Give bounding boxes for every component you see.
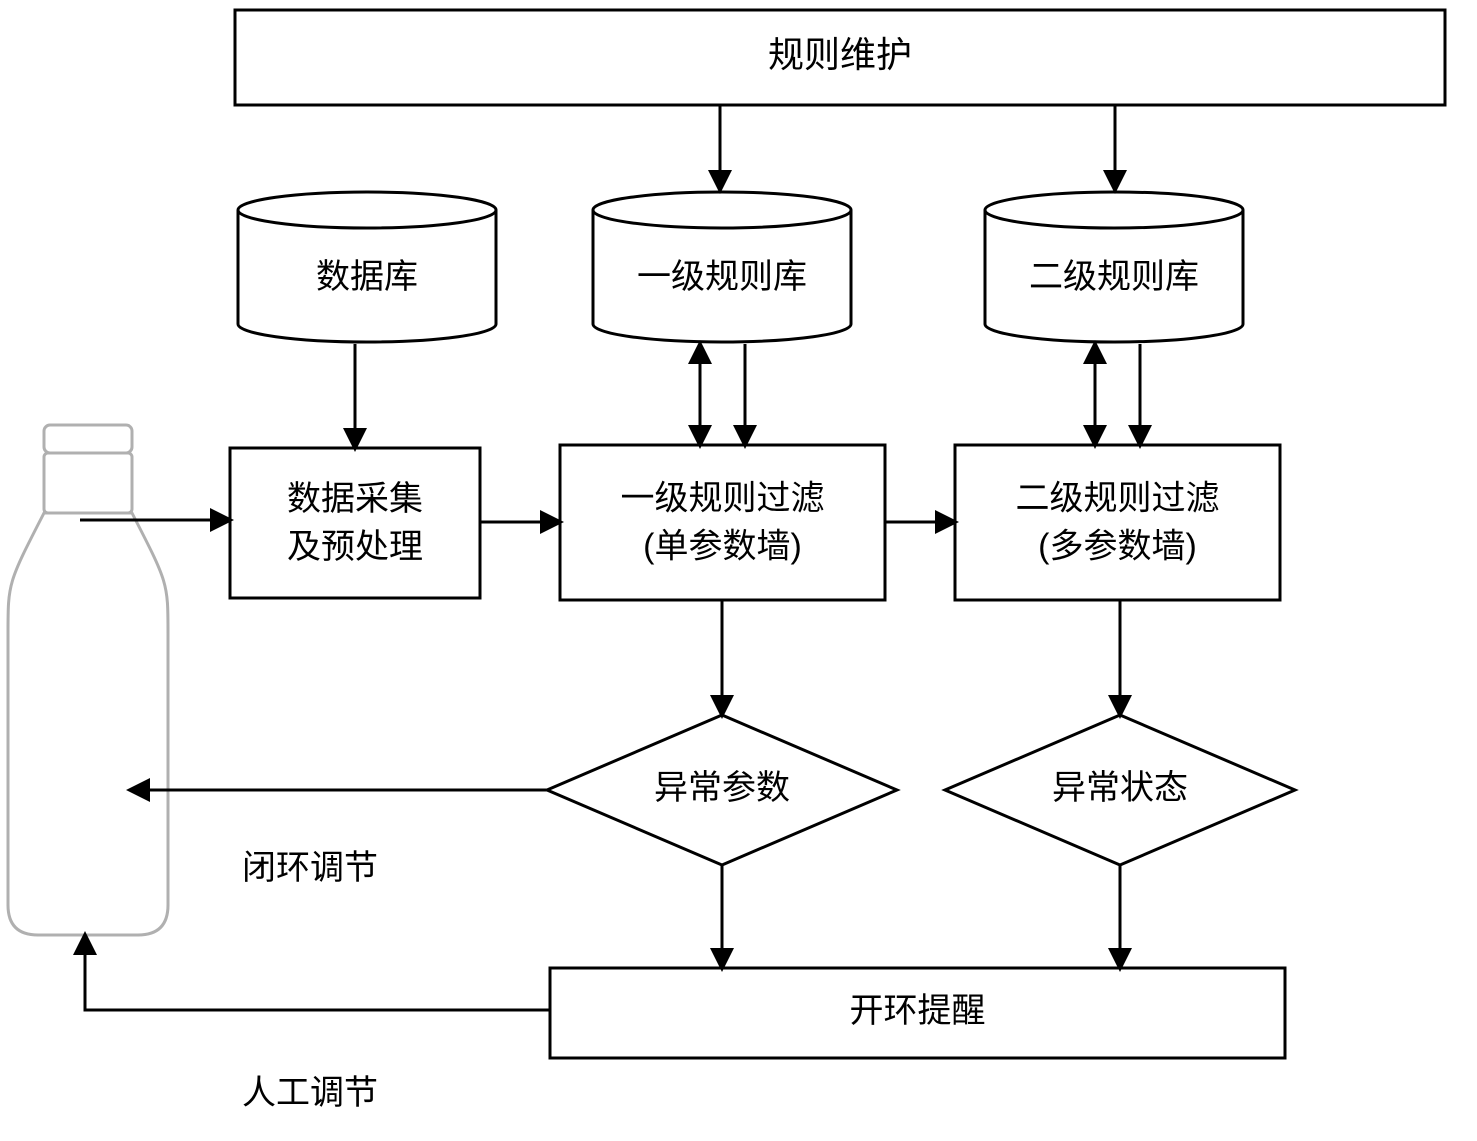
node-label: 及预处理 <box>287 528 423 566</box>
cylinder-rule1_lib: 一级规则库 <box>593 192 851 342</box>
rect-acq: 数据采集及预处理 <box>230 448 480 598</box>
node-label: 异常参数 <box>654 769 790 807</box>
node-label: (单参数墙) <box>643 527 802 565</box>
diamond-abn_param: 异常参数 <box>547 715 897 865</box>
node-label: 一级规则过滤 <box>621 479 825 517</box>
node-label: 闭环调节 <box>242 849 378 887</box>
cylinder-rule2_lib: 二级规则库 <box>985 192 1243 342</box>
node-label: 异常状态 <box>1052 769 1188 807</box>
node-label: (多参数墙) <box>1038 527 1197 565</box>
node-label: 数据采集 <box>287 480 423 518</box>
edge <box>85 935 550 1010</box>
node-label: 开环提醒 <box>850 992 986 1030</box>
node-label: 数据库 <box>316 258 418 296</box>
rect-filter1: 一级规则过滤 (单参数墙) <box>560 445 885 600</box>
bottle-icon <box>8 425 168 935</box>
node-label: 规则维护 <box>768 34 912 75</box>
rect-open_loop: 开环提醒 <box>550 968 1285 1058</box>
node-label: 人工调节 <box>242 1074 378 1112</box>
rect-filter2: 二级规则过滤 (多参数墙) <box>955 445 1280 600</box>
cylinder-db: 数据库 <box>238 192 496 342</box>
node-label: 一级规则库 <box>637 258 807 296</box>
flowchart-canvas: 规则维护数据库 一级规则库 二级规则库数据采集及预处理 一级规则过滤 (单参数墙) 二级规… <box>0 0 1477 1141</box>
rect-rule_maint: 规则维护 <box>235 10 1445 105</box>
node-label: 二级规则过滤 <box>1016 479 1220 517</box>
diamond-abn_state: 异常状态 <box>945 715 1295 865</box>
node-label: 二级规则库 <box>1029 258 1199 296</box>
